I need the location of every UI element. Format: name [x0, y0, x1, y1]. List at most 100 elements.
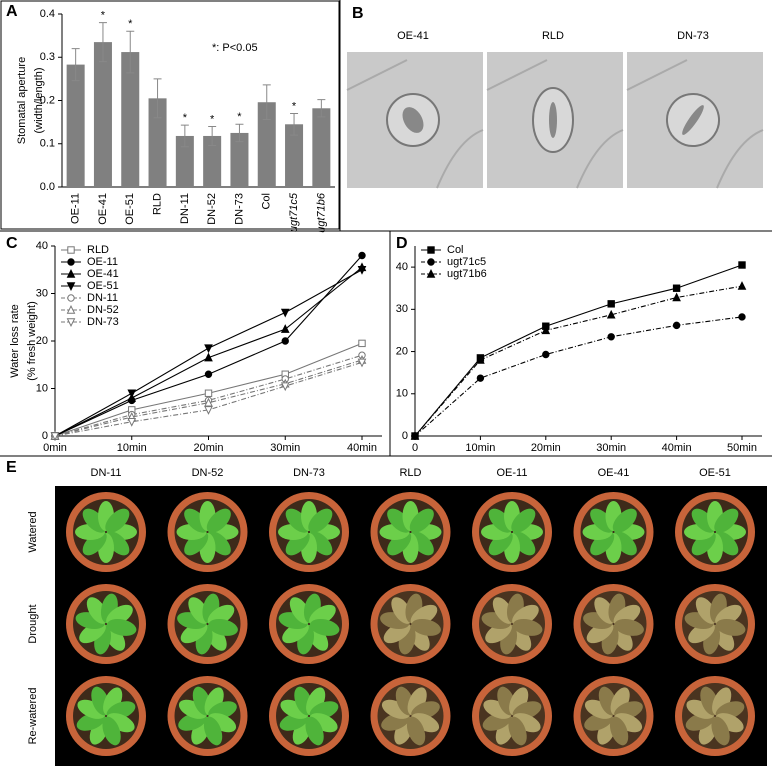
error-bar: [262, 84, 271, 121]
y-axis-label: Water loss rate: [9, 304, 21, 378]
image-label: OE-41: [397, 30, 429, 42]
series-line: [414, 264, 743, 437]
row-label: Re-watered: [27, 688, 39, 745]
marker: [738, 261, 746, 269]
marker: [66, 269, 76, 278]
bar: [285, 124, 304, 187]
y-tick-label: 0.2: [40, 94, 55, 106]
marker: [607, 333, 615, 341]
leaf: [614, 618, 644, 636]
marker: [672, 292, 681, 302]
leaf: [309, 618, 340, 636]
leaf: [305, 716, 324, 746]
x-tick-label: Col: [261, 193, 273, 210]
legend-label: OE-41: [87, 268, 119, 280]
stoma-pore: [682, 105, 704, 135]
y-axis-label: (% fresh weight): [26, 301, 38, 380]
x-tick-label: OE-51: [124, 193, 136, 225]
bar: [257, 102, 276, 187]
image-label: RLD: [542, 30, 564, 42]
error-bar: [208, 125, 217, 146]
marker: [66, 318, 76, 327]
panel-label: C: [6, 235, 18, 252]
legend-label: DN-52: [87, 304, 119, 316]
leaf: [609, 716, 629, 746]
y-tick-label: 40: [36, 240, 48, 252]
marker: [204, 352, 213, 362]
column-label: DN-73: [293, 467, 325, 479]
marker: [410, 431, 420, 440]
x-tick-label: 40min: [662, 442, 692, 454]
leaf: [711, 716, 730, 746]
marker: [426, 269, 436, 278]
leaf: [105, 508, 130, 533]
marker: [204, 370, 213, 378]
marker: [280, 308, 290, 318]
marker: [204, 344, 213, 354]
x-tick-label: ugt71b6: [315, 192, 327, 233]
marker: [737, 281, 747, 290]
stoma-pore: [549, 102, 557, 138]
column-label: OE-11: [497, 467, 528, 479]
column-label: RLD: [399, 467, 421, 479]
leaf: [714, 508, 739, 533]
marker: [672, 321, 681, 330]
leaf: [508, 716, 527, 746]
error-bar: [98, 22, 107, 63]
y-tick-label: 20: [396, 345, 408, 357]
legend-label: DN-11: [87, 292, 118, 304]
series-line: [414, 285, 743, 437]
marker: [280, 324, 290, 333]
legend-label: DN-73: [87, 316, 119, 328]
leaf: [102, 716, 121, 746]
stoma-pore: [402, 107, 424, 133]
y-tick-label: 0.3: [40, 51, 55, 63]
marker: [281, 337, 289, 345]
marker: [204, 406, 213, 415]
x-tick-label: 0: [412, 442, 418, 454]
y-tick-label: 0: [402, 430, 408, 442]
error-bar: [71, 48, 80, 82]
marker: [204, 389, 213, 397]
column-label: DN-52: [192, 467, 224, 479]
x-tick-label: 50min: [727, 442, 757, 454]
leaf: [612, 508, 637, 533]
y-tick-label: 0.0: [40, 181, 55, 193]
x-tick-label: 40min: [347, 442, 377, 454]
y-tick-label: 10: [36, 382, 48, 394]
panel-label: E: [6, 459, 17, 476]
significance-mark: *: [210, 113, 215, 125]
y-tick-label: 30: [36, 287, 48, 299]
marker: [66, 282, 76, 291]
legend-label: Col: [447, 244, 464, 256]
bar: [66, 64, 85, 187]
marker: [357, 266, 367, 275]
bar: [93, 42, 112, 187]
marker: [542, 350, 550, 359]
marker: [672, 284, 681, 292]
y-tick-label: 0.4: [40, 8, 55, 20]
significance-mark: *: [183, 112, 188, 124]
leaf: [406, 716, 426, 746]
marker: [427, 258, 435, 266]
column-label: OE-51: [699, 467, 731, 479]
significance-mark: *: [237, 111, 242, 123]
bar: [312, 108, 331, 187]
series-line: [54, 361, 363, 437]
y-tick-label: 20: [36, 335, 48, 347]
soil: [276, 683, 342, 749]
leaf: [409, 508, 434, 533]
legend-label: RLD: [87, 244, 109, 256]
marker: [67, 246, 75, 254]
significance-mark: *: [292, 100, 297, 112]
column-label: OE-41: [598, 467, 630, 479]
panel-label: D: [396, 235, 408, 252]
panel-borders: [0, 0, 772, 457]
leaf: [203, 716, 223, 746]
bar: [203, 135, 222, 187]
x-tick-label: 20min: [531, 442, 561, 454]
marker: [357, 358, 367, 368]
annotation: *: P<0.05: [212, 42, 258, 54]
significance-mark: *: [101, 10, 106, 22]
soil: [580, 683, 647, 749]
